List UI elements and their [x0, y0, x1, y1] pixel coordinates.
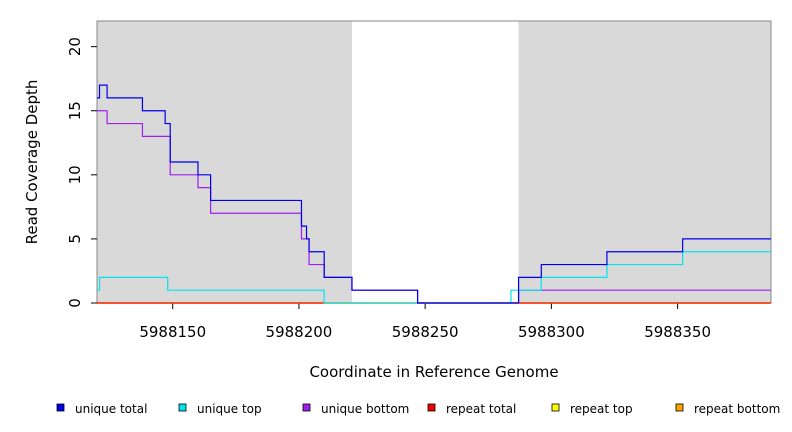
legend-swatch [302, 403, 311, 412]
y-axis-title: Read Coverage Depth [23, 80, 41, 245]
x-tick-label: 5988250 [392, 323, 459, 341]
x-axis-title: Coordinate in Reference Genome [309, 363, 558, 381]
series-unique-total [97, 84, 771, 304]
legend: unique total unique top unique bottom repea… [56, 402, 780, 416]
legend-label: repeat top [570, 402, 633, 416]
x-tick-label: 5988150 [139, 323, 206, 341]
shaded-region-2 [518, 21, 771, 303]
shaded-regions [97, 21, 771, 303]
x-tick-label: 5988350 [644, 323, 711, 341]
y-tick-label: 10 [66, 165, 84, 184]
series-lines [97, 84, 771, 304]
shaded-region-1 [97, 21, 352, 303]
legend-label: repeat total [446, 402, 516, 416]
legend-swatch [56, 403, 65, 412]
series-unique-top [97, 251, 771, 304]
legend-label: unique top [197, 402, 262, 416]
y-tick-label: 0 [66, 298, 84, 308]
y-tick-label: 5 [66, 234, 84, 244]
x-tick-label: 5988200 [266, 323, 333, 341]
legend-label: unique bottom [321, 402, 409, 416]
legend-swatch [675, 403, 684, 412]
legend-label: unique total [75, 402, 147, 416]
tick-labels: 0 5 10 15 20 5988150 5988200 5988250 5988300 5988… [66, 37, 711, 341]
legend-swatch [551, 403, 560, 412]
y-tick-label: 20 [66, 37, 84, 56]
x-tick-label: 5988300 [518, 323, 585, 341]
legend-swatch [178, 403, 187, 412]
legend-label: repeat bottom [694, 402, 780, 416]
legend-swatch [427, 403, 436, 412]
y-tick-label: 15 [66, 101, 84, 120]
